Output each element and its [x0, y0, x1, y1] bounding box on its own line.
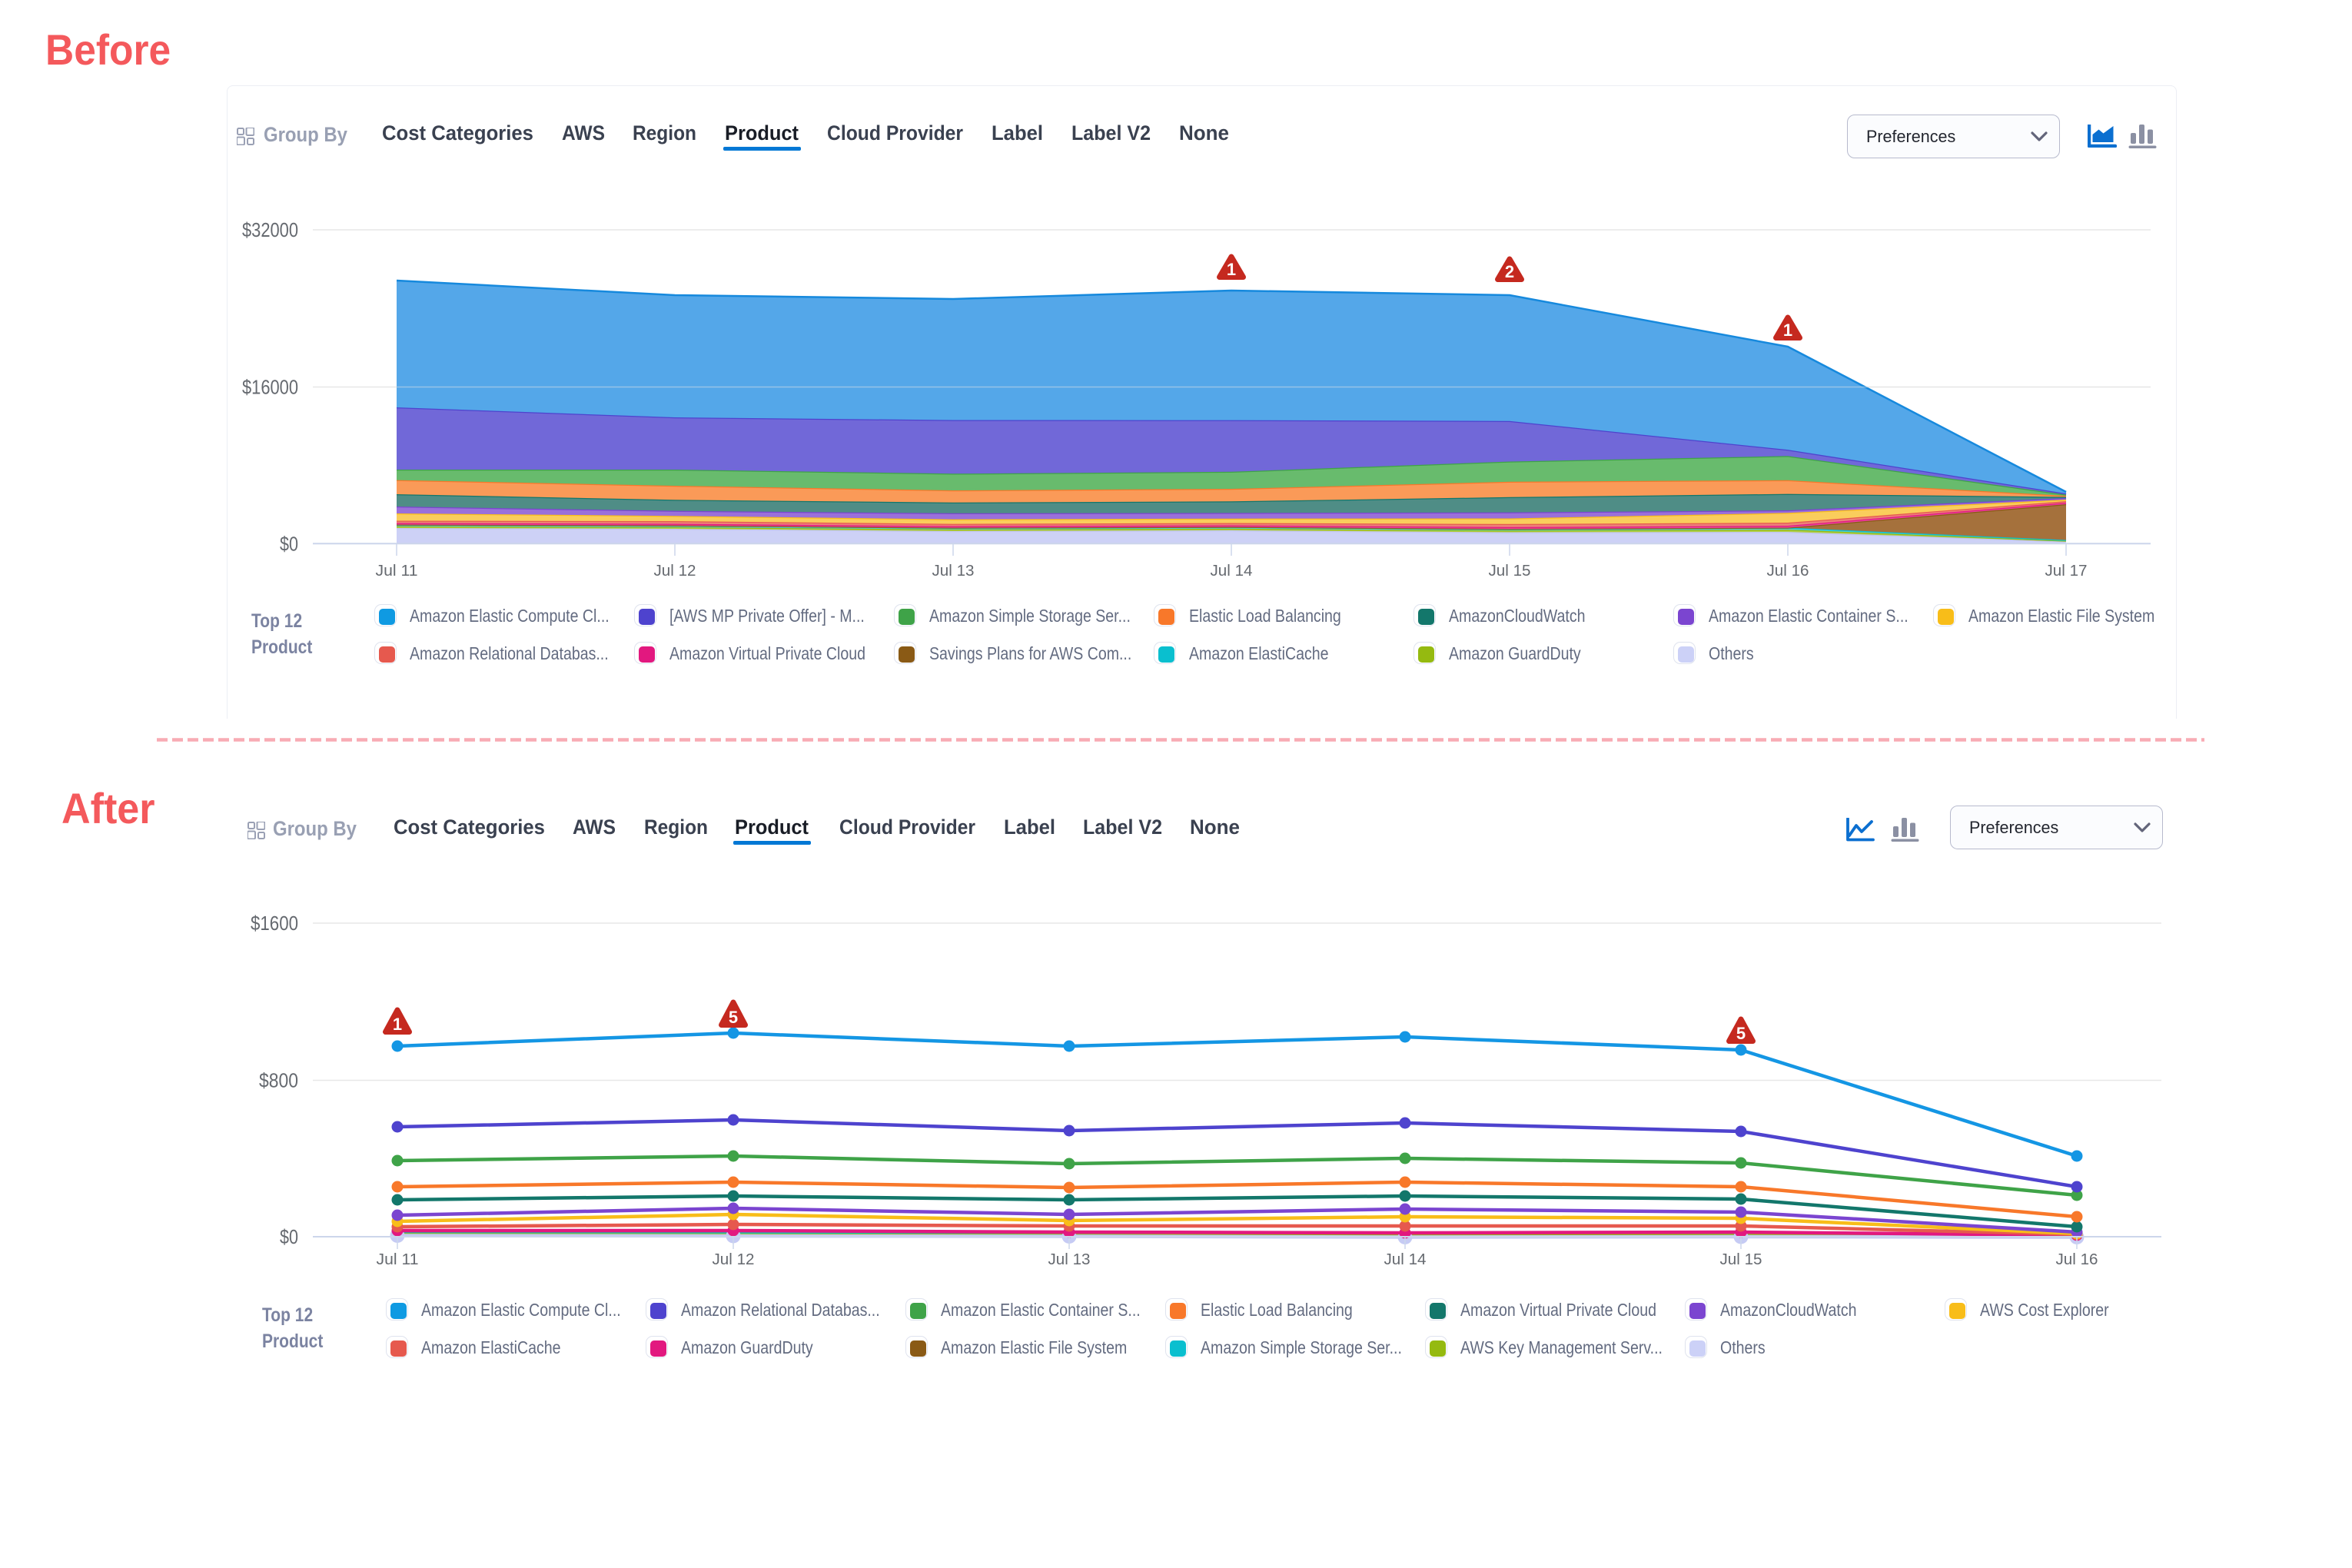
- svg-text:$0: $0: [280, 1225, 298, 1248]
- svg-text:Jul 11: Jul 11: [376, 562, 418, 580]
- svg-text:Jul 16: Jul 16: [1767, 562, 1809, 580]
- svg-text:5: 5: [729, 1008, 738, 1027]
- svg-text:$1600: $1600: [251, 912, 298, 935]
- svg-text:Jul 12: Jul 12: [654, 562, 696, 580]
- svg-text:Jul 15: Jul 15: [1489, 562, 1531, 580]
- svg-text:1: 1: [1227, 260, 1236, 279]
- svg-text:Jul 12: Jul 12: [713, 1251, 755, 1268]
- svg-text:Jul 11: Jul 11: [377, 1251, 419, 1268]
- svg-text:Jul 14: Jul 14: [1384, 1251, 1427, 1268]
- svg-text:$32000: $32000: [242, 218, 298, 241]
- svg-text:$800: $800: [259, 1069, 298, 1092]
- svg-text:$16000: $16000: [242, 376, 298, 399]
- svg-text:Jul 13: Jul 13: [1048, 1251, 1091, 1268]
- svg-text:1: 1: [393, 1015, 402, 1034]
- svg-text:5: 5: [1736, 1024, 1746, 1043]
- svg-text:1: 1: [1783, 321, 1792, 340]
- svg-text:Jul 16: Jul 16: [2056, 1251, 2098, 1268]
- svg-text:Jul 15: Jul 15: [1720, 1251, 1762, 1268]
- svg-text:Jul 17: Jul 17: [2045, 562, 2088, 580]
- svg-text:Jul 13: Jul 13: [932, 562, 975, 580]
- svg-text:2: 2: [1505, 262, 1514, 281]
- svg-text:$0: $0: [280, 532, 298, 555]
- svg-text:Jul 14: Jul 14: [1211, 562, 1253, 580]
